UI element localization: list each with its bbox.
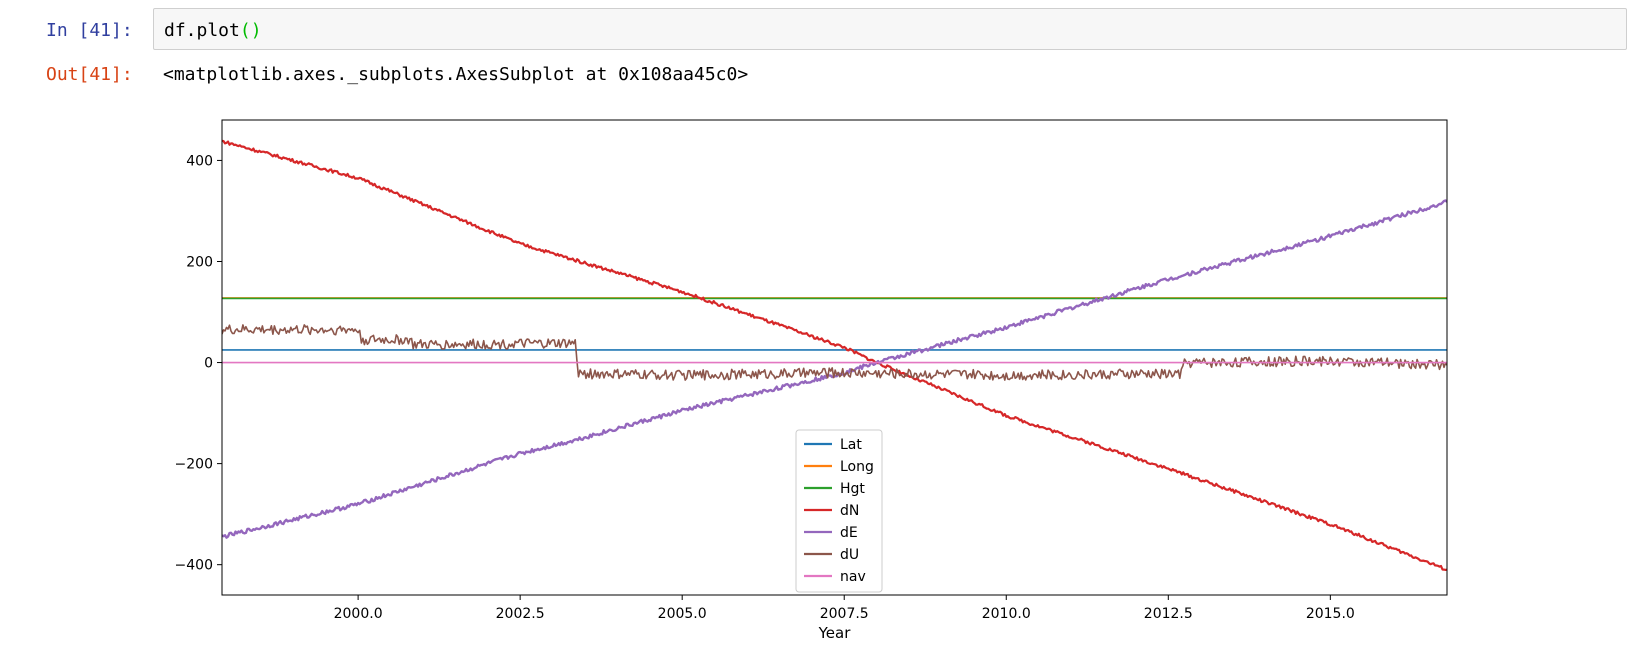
x-axis-label: Year xyxy=(818,624,852,642)
legend-label-du: dU xyxy=(840,547,859,563)
legend-label-nav: nav xyxy=(840,569,866,585)
legend-label-long: Long xyxy=(840,459,874,475)
input-prompt: In [41]: xyxy=(46,20,133,41)
code-text: df.plot() xyxy=(164,20,262,41)
x-tick-label: 2015.0 xyxy=(1306,606,1355,622)
legend-label-de: dE xyxy=(840,525,858,541)
output-prompt: Out[41]: xyxy=(46,64,133,85)
legend-label-lat: Lat xyxy=(840,437,862,453)
x-tick-label: 2007.5 xyxy=(820,606,869,622)
y-tick-label: 200 xyxy=(186,254,213,270)
legend-box xyxy=(795,429,883,593)
code-call: df.plot xyxy=(164,20,240,41)
input-cell: In [41]: df.plot() xyxy=(0,8,1650,52)
x-tick-label: 2002.5 xyxy=(496,606,545,622)
y-tick-label: −200 xyxy=(175,457,213,473)
y-tick-label: −400 xyxy=(175,558,213,574)
x-tick-label: 2010.0 xyxy=(982,606,1031,622)
x-tick-label: 2012.5 xyxy=(1144,606,1193,622)
x-tick-label: 2005.0 xyxy=(658,606,707,622)
x-tick-label: 2000.0 xyxy=(334,606,383,622)
y-tick-label: 0 xyxy=(204,356,213,372)
plot-frame xyxy=(221,119,1448,596)
code-input-area[interactable]: df.plot() xyxy=(153,8,1627,50)
series-line-dn xyxy=(222,139,1447,571)
output-text: <matplotlib.axes._subplots.AxesSubplot a… xyxy=(163,64,749,85)
legend-label-dn: dN xyxy=(840,503,859,519)
y-tick-label: 400 xyxy=(186,153,213,169)
legend-label-hgt: Hgt xyxy=(840,481,865,497)
code-parens: () xyxy=(239,20,262,41)
series-line-du xyxy=(222,324,1447,381)
